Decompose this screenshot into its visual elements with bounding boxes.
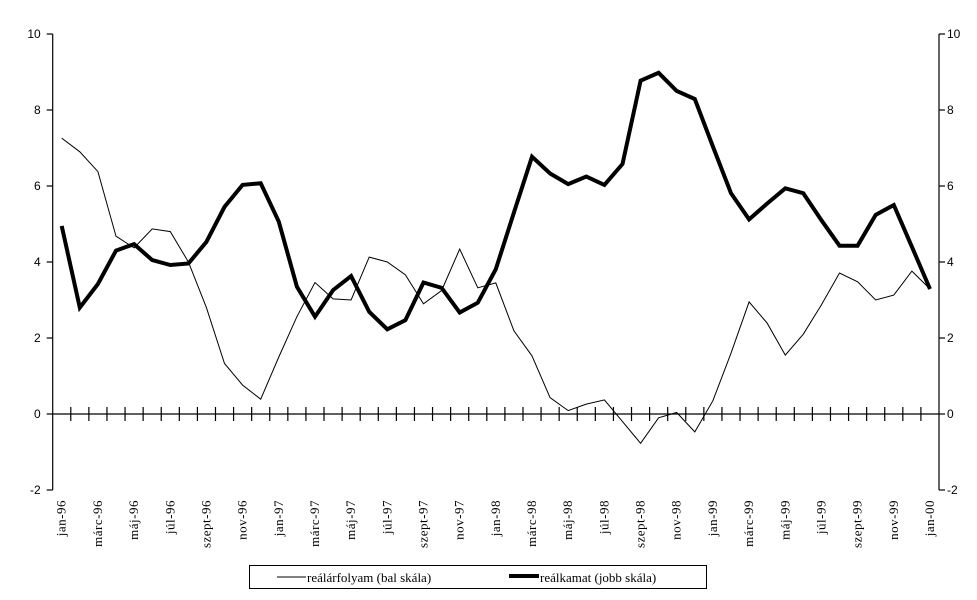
y-tick-label-right: 2 bbox=[947, 331, 954, 345]
x-tick-label: márc-96 bbox=[90, 500, 105, 547]
y-tick-label-left: 2 bbox=[34, 331, 41, 345]
legend: reálárfolyam (bal skála) reálkamat (jobb… bbox=[249, 565, 707, 589]
x-tick-label: jan-99 bbox=[705, 500, 720, 537]
series-group bbox=[59, 70, 932, 445]
legend-box bbox=[249, 565, 707, 589]
x-tick-label: márc-98 bbox=[524, 500, 539, 547]
x-tick-label: máj-98 bbox=[560, 500, 575, 540]
y-tick-label-left: -2 bbox=[30, 483, 41, 497]
x-tick-label: jan-97 bbox=[271, 500, 286, 537]
y-tick-label-left: 6 bbox=[34, 179, 41, 193]
x-tick-label: szept-98 bbox=[633, 500, 648, 548]
y-tick-label-left: 0 bbox=[34, 407, 41, 421]
y-tick-label-right: 8 bbox=[947, 103, 954, 117]
y-tick-label-left: 4 bbox=[34, 255, 41, 269]
y-tick-label-left: 10 bbox=[27, 27, 41, 41]
x-tick-label: nov-97 bbox=[452, 500, 467, 540]
x-tick-label: szept-96 bbox=[198, 500, 213, 548]
y-tick-label-right: 0 bbox=[947, 407, 954, 421]
y-tick-label-right: 4 bbox=[947, 255, 954, 269]
y-tick-label-right: 10 bbox=[947, 27, 961, 41]
x-tick-label: jan-98 bbox=[488, 500, 503, 537]
x-tick-label: szept-99 bbox=[850, 500, 865, 548]
x-tick-label: nov-96 bbox=[235, 500, 250, 540]
y-tick-label-right: 6 bbox=[947, 179, 954, 193]
y-tick-label-left: 8 bbox=[34, 103, 41, 117]
x-tick-label: jan-00 bbox=[922, 500, 937, 537]
series-line-realkamat bbox=[59, 70, 932, 332]
x-tick-label: júl-96 bbox=[162, 500, 177, 535]
legend-label-realkamat: reálkamat (jobb skála) bbox=[540, 570, 656, 585]
legend-label-realarfolyam: reálárfolyam (bal skála) bbox=[307, 570, 431, 585]
x-tick-label: júl-97 bbox=[379, 500, 394, 535]
axes: -2 -2 0 0 2 2 4 4 6 6 8 8 10 10 jan-96 márc-96 máj-96 júl… bbox=[27, 27, 960, 548]
x-tick-label: júl-98 bbox=[596, 500, 611, 535]
series-line-realarfolyam bbox=[61, 137, 931, 445]
x-tick-label: márc-97 bbox=[307, 500, 322, 547]
x-tick-label: máj-97 bbox=[343, 500, 358, 540]
x-tick-label: júl-99 bbox=[813, 500, 828, 535]
x-tick-label: jan-96 bbox=[54, 500, 69, 537]
y-tick-label-right: -2 bbox=[947, 483, 958, 497]
x-tick-label: márc-99 bbox=[741, 500, 756, 547]
x-tick-label: nov-99 bbox=[886, 500, 901, 540]
x-tick-label: máj-99 bbox=[777, 500, 792, 540]
x-tick-label: nov-98 bbox=[669, 500, 684, 540]
x-tick-label: máj-96 bbox=[126, 500, 141, 540]
x-tick-label: szept-97 bbox=[415, 500, 430, 548]
